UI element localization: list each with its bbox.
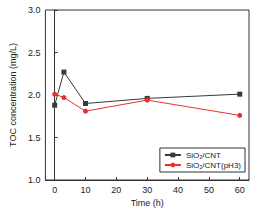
- svg-text:60: 60: [235, 185, 245, 195]
- svg-text:3.0: 3.0: [28, 5, 41, 15]
- svg-text:SiO₂/CNT: SiO₂/CNT: [186, 151, 221, 160]
- svg-text:40: 40: [173, 185, 183, 195]
- svg-text:0: 0: [52, 185, 57, 195]
- svg-text:2.5: 2.5: [28, 48, 41, 58]
- svg-text:Time (h): Time (h): [131, 198, 164, 208]
- svg-text:1.0: 1.0: [28, 175, 41, 185]
- svg-text:20: 20: [111, 185, 121, 195]
- svg-text:30: 30: [142, 185, 152, 195]
- svg-text:10: 10: [81, 185, 91, 195]
- svg-text:SiO₂/CNT(pH3): SiO₂/CNT(pH3): [186, 161, 241, 170]
- svg-text:50: 50: [204, 185, 214, 195]
- svg-text:2.0: 2.0: [28, 90, 41, 100]
- svg-text:TOC concentration (mg/L): TOC concentration (mg/L): [8, 43, 18, 147]
- svg-text:1.5: 1.5: [28, 133, 41, 143]
